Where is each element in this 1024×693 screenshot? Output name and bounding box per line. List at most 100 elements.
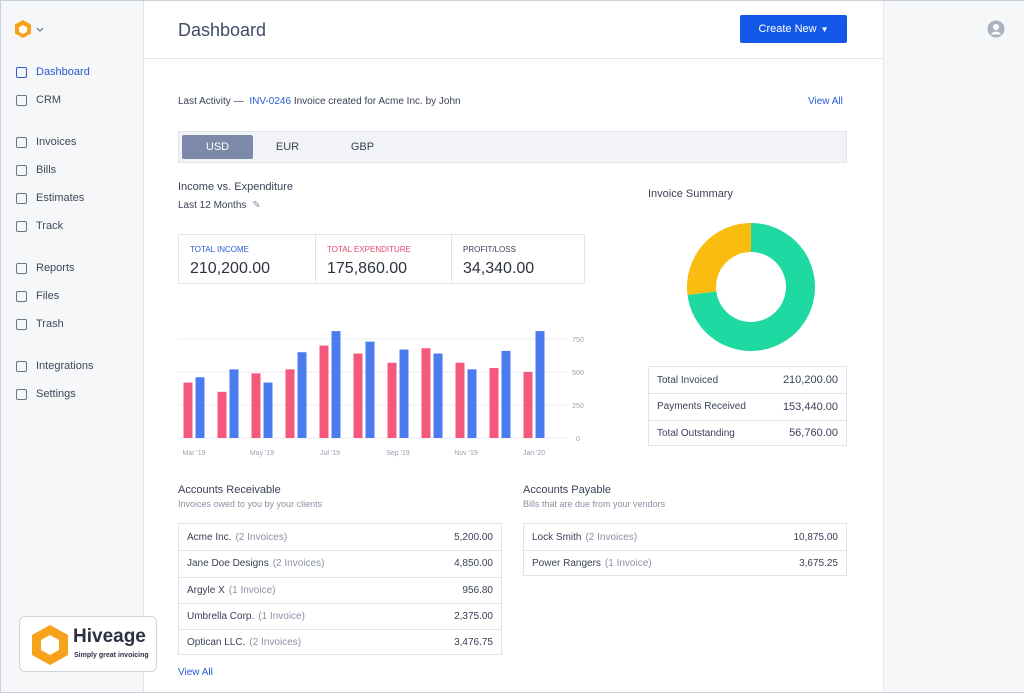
stat-value: 175,860.00 [327,260,408,277]
x-tick-label: May '19 [250,450,274,457]
account-row[interactable]: Jane Doe Designs (2 Invoices) 4,850.00 [179,550,501,576]
summary-label: Total Outstanding [657,427,735,439]
nav-label: Integrations [36,360,94,372]
section-subtitle: Bills that are due from your vendors [523,499,666,509]
bar [399,349,409,438]
activity-link[interactable]: INV-0246 [249,96,292,107]
nav-icon [16,164,27,176]
invoice-count: (2 Invoices) [249,637,302,649]
period-label: Last 12 Months [178,200,247,211]
nav-item[interactable]: Estimates [16,192,84,204]
x-tick-label: Mar '19 [182,450,205,457]
section-title: Invoice Summary [648,188,733,200]
account-row[interactable]: Umbrella Corp. (1 Invoice) 2,375.00 [179,602,501,629]
section-title: Income vs. Expenditure [178,181,293,193]
payable-table: Lock Smith (2 Invoices) 10,875.00 Power Ran… [523,523,847,576]
y-tick-label: 500 [572,370,584,377]
summary-row: Total Outstanding 56,760.00 [649,419,846,446]
account-amount: 10,875.00 [793,531,839,543]
account-amount: 2,375.00 [454,610,493,622]
bar [195,377,205,438]
bar [353,353,363,438]
logo-icon [32,625,68,665]
nav-label: Invoices [36,136,77,148]
account-name: Lock Smith [532,531,582,543]
bar [319,345,329,438]
nav-item[interactable]: Reports [16,262,75,274]
account-name: Optican LLC. [187,637,246,649]
invoice-count: (2 Invoices) [235,531,288,543]
currency-tab[interactable]: GBP [350,141,375,153]
bar [387,362,397,438]
header: Dashboard Create New ▼ [144,1,883,59]
right-panel [883,1,1024,692]
create-new-button[interactable]: Create New ▼ [740,15,847,43]
currency-tabs: USD EUR GBP [178,131,847,163]
account-amount: 4,850.00 [454,558,493,570]
caret [36,27,44,32]
bar [421,348,431,438]
nav-item[interactable]: Files [16,290,59,302]
brand-menu[interactable] [13,19,45,43]
account-name: Argyle X [187,584,225,596]
invoice-count: (2 Invoices) [585,531,638,543]
bar [331,331,341,438]
bar [433,353,443,438]
nav-item[interactable]: Track [16,220,63,232]
view-all-link[interactable]: View All [178,667,213,678]
nav-icon [16,388,27,400]
logo-hex-inner [41,635,59,655]
account-row[interactable]: Lock Smith (2 Invoices) 10,875.00 [524,524,846,550]
donut-segment [687,223,751,296]
nav-icon [16,136,27,148]
nav-item[interactable]: Bills [16,164,56,176]
bar [183,382,193,438]
bar [501,350,511,438]
nav-item[interactable]: Invoices [16,136,76,148]
nav-icon [16,66,27,78]
activity-prefix: Last Activity — [178,96,244,107]
stat-cell: TOTAL EXPENDITURE 175,860.00 [315,235,451,283]
nav-icon [16,220,27,232]
nav-icon [16,192,27,204]
account-name: Jane Doe Designs [187,558,269,570]
period[interactable]: Last 12 Months ✎ [178,200,261,211]
brand-icon-inner [19,25,27,34]
summary-row: Payments Received 153,440.00 [649,393,846,419]
bar [251,373,261,438]
nav-item[interactable]: Trash [16,318,64,330]
account-row[interactable]: Optican LLC. (2 Invoices) 3,476.75 [179,629,501,655]
summary-value: 56,760.00 [789,427,838,440]
bar [365,341,375,438]
currency-tab[interactable]: USD [182,135,253,159]
account-row[interactable]: Acme Inc. (2 Invoices) 5,200.00 [179,524,501,550]
view-all-link[interactable]: View All [808,96,843,107]
bar [229,369,239,438]
invoice-count: (1 Invoice) [228,584,276,596]
nav-item[interactable]: Integrations [16,360,93,372]
nav-icon [16,94,27,106]
avatar-body [990,31,1002,35]
x-tick-label: Nov '19 [454,450,478,457]
nav-item[interactable]: CRM [16,94,61,106]
account-row[interactable]: Power Rangers (1 Invoice) 3,675.25 [524,550,846,576]
bar [489,368,499,438]
logo-tagline: Simply great invoicing [74,652,149,659]
bar [455,362,465,438]
invoice-count: (2 Invoices) [272,558,325,570]
account-row[interactable]: Argyle X (1 Invoice) 956.80 [179,576,501,603]
avatar[interactable] [987,20,1005,38]
nav-item[interactable]: Settings [16,388,76,400]
button-label: Create New [758,23,817,35]
stat-cell: TOTAL INCOME 210,200.00 [179,235,314,283]
bar-chart: 0 250 500 750 Mar '19 May '19 Jul '19 Sep '19 No… [178,331,584,457]
page-title: Dashboard [178,20,267,40]
nav-item[interactable]: Dashboard [16,66,90,78]
bar [263,382,273,438]
account-name: Acme Inc. [187,531,232,543]
currency-tab[interactable]: EUR [275,141,300,153]
sidebar: Dashboard CRM Invoices Bills Estimates Track R… [1,1,144,692]
nav-label: Files [36,290,60,302]
x-tick-label: Sep '19 [386,450,410,457]
